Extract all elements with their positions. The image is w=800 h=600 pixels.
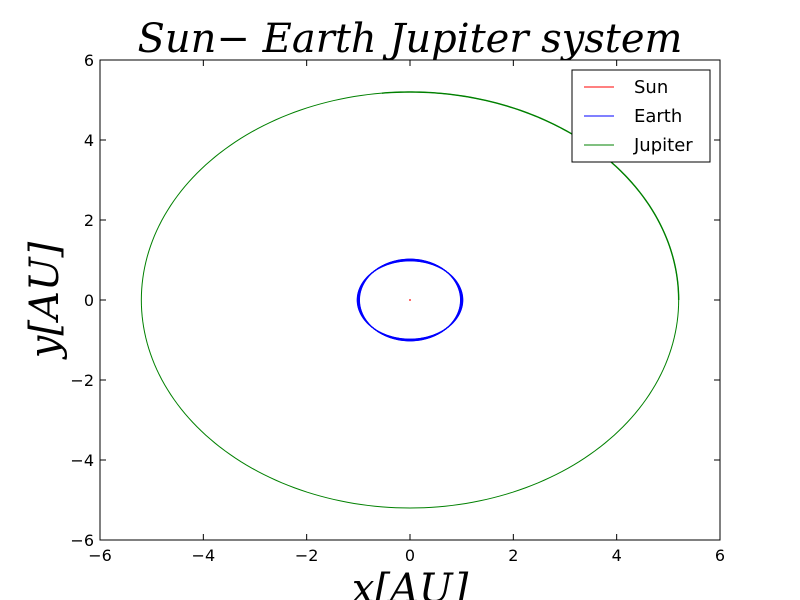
ticks-layer: −6 −4 −2 0 2 4 6 −6 −4 −2 0 2 4 6 — [70, 51, 725, 565]
x-tick-label: 2 — [508, 546, 518, 565]
x-tick-label: 0 — [405, 546, 415, 565]
y-tick-label: 4 — [84, 131, 94, 150]
legend-label-earth: Earth — [634, 106, 682, 127]
y-tick-label: −4 — [70, 451, 94, 470]
x-axis-label: x[AU] — [352, 566, 469, 600]
x-tick-label: −2 — [295, 546, 319, 565]
sun-point — [409, 299, 411, 301]
series-layer — [140, 91, 680, 509]
y-tick-label: 0 — [84, 291, 94, 310]
legend: Sun Earth Jupiter — [571, 69, 711, 163]
y-tick-label: 2 — [84, 211, 94, 230]
y-axis-label: y[AU] — [22, 241, 68, 360]
legend-label-sun: Sun — [634, 77, 668, 98]
y-tick-label: −6 — [70, 531, 94, 550]
chart-title: Sun− Earth Jupiter system — [138, 16, 683, 62]
y-tick-label: −2 — [70, 371, 94, 390]
x-tick-label: 6 — [715, 546, 725, 565]
x-tick-label: 4 — [612, 546, 622, 565]
legend-entries: Sun Earth Jupiter — [584, 77, 693, 156]
x-tick-label: −4 — [192, 546, 216, 565]
y-tick-label: 6 — [84, 51, 94, 70]
earth-orbit-line — [356, 260, 464, 340]
x-tick-label: −6 — [88, 546, 112, 565]
legend-label-jupiter: Jupiter — [633, 135, 693, 156]
